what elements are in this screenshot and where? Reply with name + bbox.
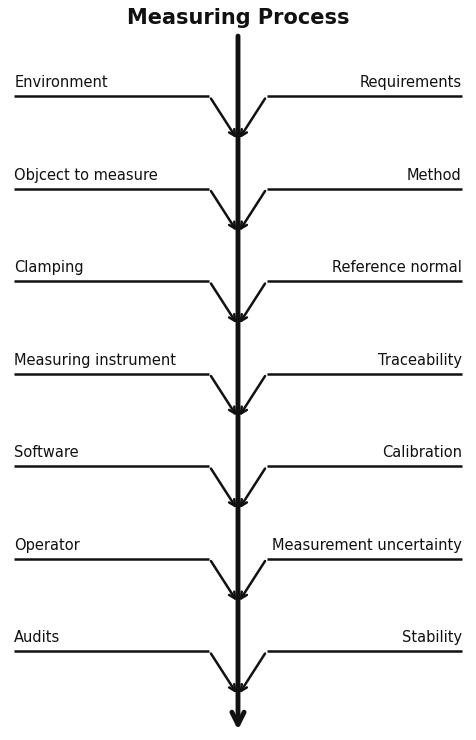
Text: Environment: Environment xyxy=(14,75,108,90)
Text: Measuring Process: Measuring Process xyxy=(127,8,349,29)
Text: Clamping: Clamping xyxy=(14,260,84,275)
Text: Stability: Stability xyxy=(402,630,462,645)
Text: Software: Software xyxy=(14,445,79,460)
Text: Measuring instrument: Measuring instrument xyxy=(14,353,176,368)
Text: Traceability: Traceability xyxy=(378,353,462,368)
Text: Requirements: Requirements xyxy=(359,75,462,90)
Text: Objcect to measure: Objcect to measure xyxy=(14,168,158,183)
Text: Measurement uncertainty: Measurement uncertainty xyxy=(272,538,462,553)
Text: Audits: Audits xyxy=(14,630,60,645)
Text: Method: Method xyxy=(407,168,462,183)
Text: Reference normal: Reference normal xyxy=(332,260,462,275)
Text: Operator: Operator xyxy=(14,538,80,553)
Text: Calibration: Calibration xyxy=(382,445,462,460)
